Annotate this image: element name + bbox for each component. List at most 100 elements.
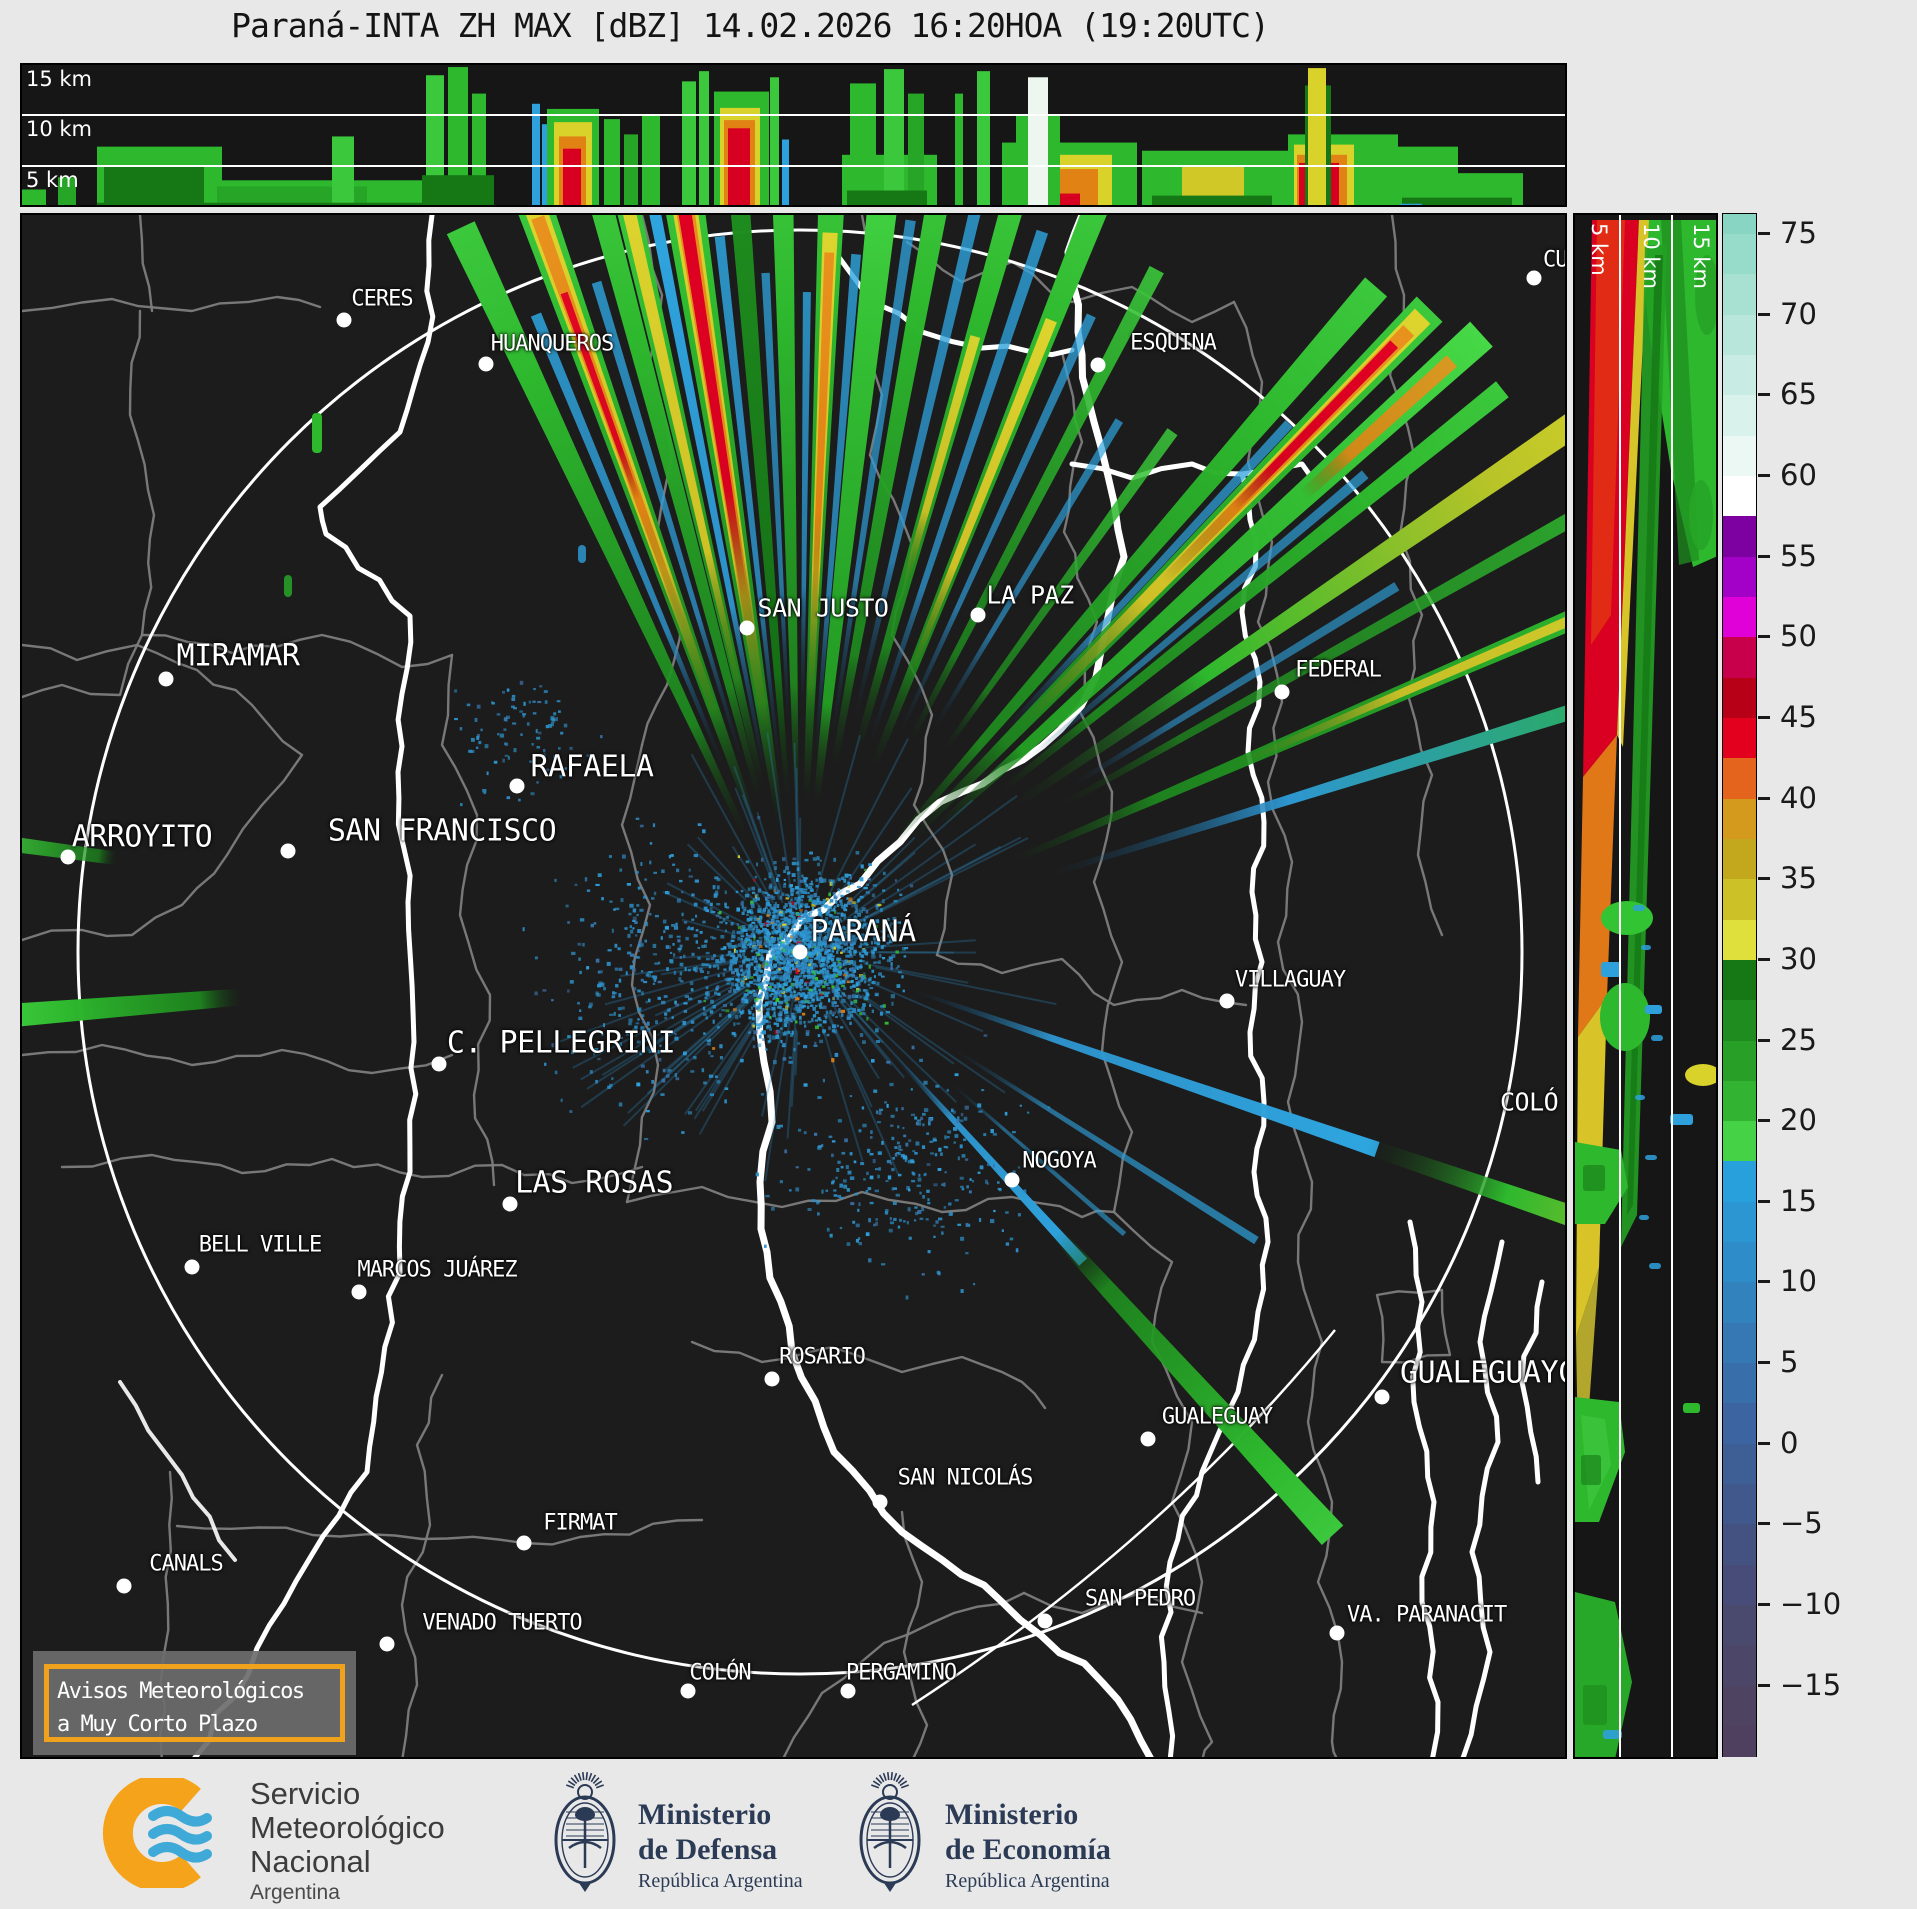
colorbar-tick bbox=[1758, 715, 1770, 719]
city-dot-bell-ville bbox=[184, 1259, 200, 1275]
city-label-col-: COLÓ bbox=[1500, 1087, 1559, 1117]
defensa-crest-icon bbox=[554, 1772, 616, 1892]
city-dot-cu bbox=[1526, 270, 1542, 286]
economia-line3: República Argentina bbox=[945, 1870, 1110, 1892]
colorbar-tick-label: 45 bbox=[1780, 699, 1817, 734]
economia-line1: Ministerio bbox=[945, 1798, 1079, 1831]
colorbar-tick-label: 40 bbox=[1780, 780, 1817, 815]
colorbar-segment bbox=[1723, 234, 1756, 275]
colorbar-segment bbox=[1723, 1363, 1756, 1405]
colorbar-tick-label: −5 bbox=[1780, 1506, 1823, 1541]
colorbar-segment bbox=[1723, 1605, 1756, 1646]
colorbar-segment bbox=[1723, 395, 1756, 437]
city-label-va-paranacit: VA. PARANACIT bbox=[1347, 1602, 1507, 1628]
city-dot-san-nicol-s bbox=[872, 1494, 888, 1510]
city-dot-venado-tuerto bbox=[379, 1636, 395, 1652]
colorbar-segment bbox=[1723, 1121, 1756, 1163]
smn-logo-icon bbox=[102, 1778, 212, 1888]
city-dot-san-justo bbox=[739, 620, 755, 636]
colorbar-segment bbox=[1723, 1484, 1756, 1525]
city-label-rosario: ROSARIO bbox=[779, 1344, 866, 1370]
colorbar-segment bbox=[1723, 1403, 1756, 1445]
right-alt-label-5km: 5 km bbox=[1587, 223, 1611, 276]
city-label-c-pellegrini: C. PELLEGRINI bbox=[446, 1025, 676, 1061]
city-label-san-nicol-s: SAN NICOLÁS bbox=[897, 1465, 1034, 1491]
right-cross-section-panel: 5 km 10 km 15 km bbox=[1573, 213, 1718, 1759]
page-title: Paraná-INTA ZH MAX [dBZ] 14.02.2026 16:2… bbox=[231, 6, 1270, 45]
notice-line2: a Muy Corto Plazo bbox=[57, 1712, 258, 1737]
colorbar-segment bbox=[1723, 556, 1756, 598]
colorbar-tick bbox=[1758, 393, 1770, 397]
colorbar-segment bbox=[1723, 274, 1756, 316]
colorbar-tick bbox=[1758, 1119, 1770, 1123]
colorbar-segment bbox=[1723, 214, 1756, 235]
colorbar-tick-label: 5 bbox=[1780, 1345, 1799, 1380]
colorbar-tick-label: 75 bbox=[1780, 216, 1817, 250]
top-alt-label-15km: 15 km bbox=[26, 67, 93, 91]
colorbar-segment bbox=[1723, 717, 1756, 759]
smn-line4: Argentina bbox=[250, 1881, 340, 1904]
city-dot-san-francisco bbox=[280, 843, 296, 859]
colorbar-segment bbox=[1723, 354, 1756, 396]
colorbar-segment bbox=[1723, 959, 1756, 1001]
colorbar-tick-label: 70 bbox=[1780, 296, 1817, 331]
right-alt-label-10km: 10 km bbox=[1639, 223, 1663, 290]
ground-clutter bbox=[454, 680, 1059, 1300]
colorbar-segment bbox=[1723, 314, 1756, 356]
economia-crest-icon bbox=[859, 1772, 921, 1892]
city-label-san-pedro: SAN PEDRO bbox=[1084, 1586, 1196, 1612]
colorbar-tick bbox=[1758, 796, 1770, 800]
city-label-federal: FEDERAL bbox=[1295, 657, 1382, 683]
city-dot-villaguay bbox=[1219, 993, 1235, 1009]
colorbar-segment bbox=[1723, 838, 1756, 880]
colorbar-tick bbox=[1758, 312, 1770, 316]
colorbar-tick-label: −10 bbox=[1780, 1587, 1842, 1622]
smn-line1: Servicio bbox=[250, 1776, 361, 1811]
colorbar-tick bbox=[1758, 232, 1770, 235]
colorbar-segment bbox=[1723, 1524, 1756, 1566]
smn-wordmark: Servicio Meteorológico Nacional Argentin… bbox=[250, 1777, 445, 1905]
colorbar-segment bbox=[1723, 1282, 1756, 1324]
city-label-gualeguayc: GUALEGUAYC bbox=[1400, 1355, 1567, 1391]
city-dot-col-n bbox=[680, 1683, 696, 1699]
city-label-las-rosas: LAS ROSAS bbox=[514, 1165, 674, 1201]
colorbar-segment bbox=[1723, 1645, 1756, 1687]
city-dot-nogoya bbox=[1004, 1172, 1020, 1188]
colorbar-tick bbox=[1758, 1683, 1770, 1687]
colorbar-tick bbox=[1758, 957, 1770, 961]
colorbar-segment bbox=[1723, 1322, 1756, 1364]
smn-line2: Meteorológico bbox=[250, 1810, 445, 1845]
warning-notice-box: Avisos Meteorológicos a Muy Corto Plazo bbox=[33, 1651, 356, 1755]
top-alt-label-10km: 10 km bbox=[26, 117, 93, 141]
colorbar-segment bbox=[1723, 919, 1756, 961]
city-label-marcos-ju-rez: MARCOS JUÁREZ bbox=[357, 1257, 517, 1283]
city-label-san-justo: SAN JUSTO bbox=[757, 593, 889, 623]
colorbar-tick bbox=[1758, 1361, 1770, 1365]
city-dot-rosario bbox=[764, 1371, 780, 1387]
colorbar-segment bbox=[1723, 1000, 1756, 1042]
city-label-la-paz: LA PAZ bbox=[986, 580, 1074, 610]
colorbar-segment bbox=[1723, 596, 1756, 638]
top-cross-section-plot bbox=[22, 67, 1565, 205]
colorbar-tick bbox=[1758, 1441, 1770, 1445]
city-label-gualeguay: GUALEGUAY bbox=[1161, 1404, 1273, 1430]
colorbar-tick bbox=[1758, 1522, 1770, 1526]
city-label-huanqueros: HUANQUEROS bbox=[490, 331, 614, 357]
colorbar-segment bbox=[1723, 637, 1756, 679]
colorbar-segment bbox=[1723, 1726, 1756, 1757]
city-label-miramar: MIRAMAR bbox=[176, 638, 300, 674]
colorbar-tick-label: 25 bbox=[1780, 1022, 1817, 1057]
colorbar-tick-label: 50 bbox=[1780, 619, 1817, 654]
city-dot-esquina bbox=[1090, 357, 1106, 373]
colorbar-tick bbox=[1758, 554, 1770, 558]
colorbar-segment bbox=[1723, 1685, 1756, 1727]
city-label-cu: CU bbox=[1543, 247, 1567, 273]
colorbar-segment bbox=[1723, 1080, 1756, 1122]
colorbar-segment bbox=[1723, 798, 1756, 840]
city-dot-federal bbox=[1274, 684, 1290, 700]
colorbar-tick bbox=[1758, 473, 1770, 477]
colorbar-segment bbox=[1723, 1161, 1756, 1203]
city-label-villaguay: VILLAGUAY bbox=[1234, 967, 1346, 993]
city-label-nogoya: NOGOYA bbox=[1022, 1148, 1096, 1174]
